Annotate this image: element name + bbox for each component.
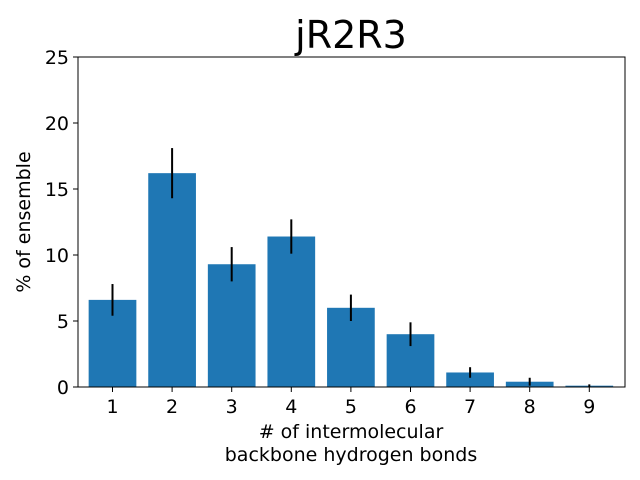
bar-2 [148,173,196,387]
x-tick-label-2: 2 [166,396,178,418]
y-tick-label-5: 5 [57,311,69,333]
y-tick-label-10: 10 [45,245,69,267]
x-tick-label-6: 6 [404,396,416,418]
bar-7 [446,372,494,387]
plot-frame [77,56,626,388]
x-tick-label-4: 4 [285,396,297,418]
x-tick-label-5: 5 [345,396,357,418]
chart-title: jR2R3 [294,13,407,57]
x-tick-label-8: 8 [524,396,536,418]
x-tick-label-9: 9 [583,396,595,418]
bar-4 [267,236,316,387]
x-axis: 1 2 3 4 5 6 7 8 9 [106,387,595,418]
y-tick-label-15: 15 [45,179,69,201]
y-tick-label-0: 0 [57,377,69,399]
x-tick-label-7: 7 [464,396,476,418]
y-tick-label-25: 25 [45,47,69,69]
y-axis-label: % of ensemble [13,151,35,292]
x-axis-label-line-2: backbone hydrogen bonds [225,444,478,466]
errorbars-layer [111,148,591,387]
x-tick-label-1: 1 [106,396,118,418]
x-tick-label-3: 3 [226,396,238,418]
bar-3 [207,264,256,387]
x-axis-label-line-1: # of intermolecular [259,421,444,443]
y-tick-label-20: 20 [45,113,69,135]
y-axis: 0 5 10 15 20 25 [45,47,78,399]
bars-layer [88,173,614,387]
